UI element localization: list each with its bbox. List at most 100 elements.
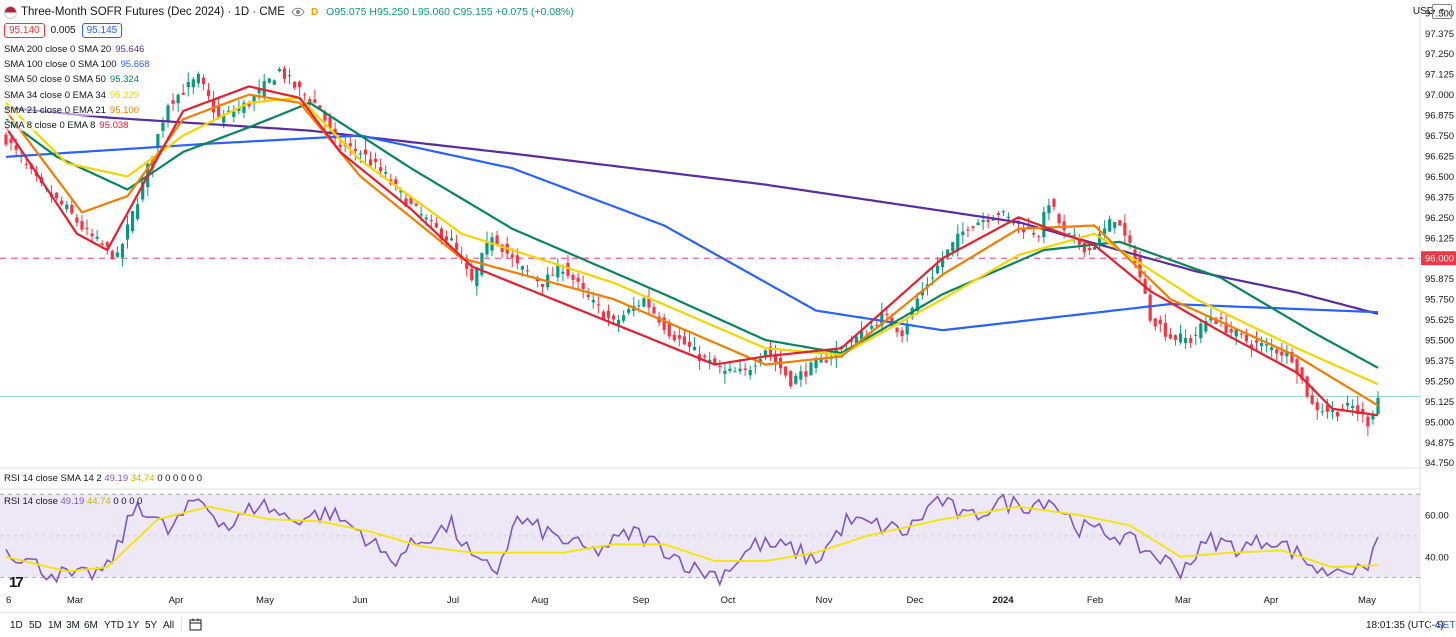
candle-body[interactable]	[217, 105, 221, 118]
candle-body[interactable]	[885, 313, 889, 316]
candle-body[interactable]	[247, 103, 251, 107]
candle-body[interactable]	[1320, 411, 1324, 413]
range-ytd-button[interactable]: YTD	[104, 620, 124, 631]
candle-body[interactable]	[500, 244, 504, 252]
candle-body[interactable]	[880, 311, 884, 326]
candle-body[interactable]	[1229, 329, 1233, 333]
candle-body[interactable]	[1280, 351, 1284, 356]
candle-body[interactable]	[282, 68, 287, 79]
candle-body[interactable]	[976, 222, 980, 226]
candle-body[interactable]	[1371, 413, 1375, 420]
candle-body[interactable]	[125, 224, 130, 240]
candle-body[interactable]	[232, 111, 236, 117]
candle-body[interactable]	[222, 114, 226, 123]
candle-body[interactable]	[394, 179, 398, 185]
candle-body[interactable]	[1057, 214, 1061, 224]
candle-body[interactable]	[1006, 216, 1011, 218]
candle-body[interactable]	[672, 334, 676, 341]
candle-body[interactable]	[601, 311, 606, 320]
candle-body[interactable]	[1351, 406, 1355, 408]
candle-body[interactable]	[773, 353, 778, 363]
candle-body[interactable]	[358, 153, 362, 155]
candle-body[interactable]	[753, 365, 757, 367]
candle-body[interactable]	[120, 243, 125, 258]
candle-body[interactable]	[292, 81, 297, 88]
candle-body[interactable]	[267, 78, 271, 83]
candle-body[interactable]	[176, 94, 180, 104]
candle-body[interactable]	[75, 217, 79, 223]
candle-body[interactable]	[1224, 322, 1228, 333]
candle-body[interactable]	[1234, 329, 1238, 337]
candle-body[interactable]	[1259, 343, 1264, 347]
candle-body[interactable]	[1310, 395, 1314, 404]
candle-body[interactable]	[136, 204, 140, 219]
candle-body[interactable]	[404, 198, 408, 207]
candle-body[interactable]	[85, 227, 89, 230]
candle-body[interactable]	[465, 263, 469, 269]
candle-body[interactable]	[55, 192, 59, 199]
candle-body[interactable]	[206, 90, 211, 97]
candle-body[interactable]	[748, 370, 752, 376]
candle-body[interactable]	[100, 243, 104, 245]
candle-body[interactable]	[510, 254, 514, 258]
candle-body[interactable]	[561, 271, 565, 274]
candle-body[interactable]	[1103, 228, 1107, 235]
candle-body[interactable]	[353, 148, 357, 151]
candle-body[interactable]	[1138, 257, 1142, 278]
candle-body[interactable]	[1072, 234, 1076, 236]
candle-body[interactable]	[434, 223, 438, 228]
candle-body[interactable]	[1113, 222, 1117, 228]
candle-body[interactable]	[191, 79, 195, 88]
candle-body[interactable]	[166, 105, 170, 122]
candle-body[interactable]	[946, 249, 950, 258]
candle-body[interactable]	[1067, 232, 1071, 234]
candle-body[interactable]	[591, 299, 595, 303]
candle-body[interactable]	[156, 133, 160, 148]
clock-timezone[interactable]: 18:01:35 (UTC-4)	[1366, 620, 1444, 631]
candle-body[interactable]	[161, 122, 165, 131]
sma-100-line[interactable]	[5, 134, 1379, 332]
candle-body[interactable]	[981, 220, 985, 222]
candle-body[interactable]	[925, 284, 930, 287]
candle-body[interactable]	[338, 144, 342, 148]
calendar-goto-icon[interactable]	[189, 618, 202, 631]
candle-body[interactable]	[662, 317, 666, 330]
candle-body[interactable]	[915, 298, 919, 311]
candle-body[interactable]	[115, 252, 119, 257]
range-3m-button[interactable]: 3M	[66, 620, 80, 631]
candle-body[interactable]	[1108, 219, 1112, 232]
candle-body[interactable]	[24, 164, 28, 166]
candle-body[interactable]	[313, 99, 317, 103]
range-1d-button[interactable]: 1D	[10, 620, 23, 631]
range-5y-button[interactable]: 5Y	[145, 620, 158, 631]
candle-body[interactable]	[956, 233, 960, 250]
candle-body[interactable]	[571, 274, 575, 280]
candle-body[interactable]	[566, 262, 570, 276]
candle-body[interactable]	[1128, 235, 1132, 243]
candle-body[interactable]	[252, 95, 256, 104]
candle-body[interactable]	[1097, 233, 1102, 243]
candle-body[interactable]	[429, 220, 433, 222]
candle-body[interactable]	[373, 158, 378, 162]
legend-row[interactable]: SMA 34 close 0 EMA 34 95.229	[4, 90, 139, 101]
candle-body[interactable]	[1194, 334, 1198, 336]
candle-body[interactable]	[257, 88, 261, 94]
candle-body[interactable]	[991, 218, 995, 221]
candle-body[interactable]	[1335, 411, 1340, 417]
candle-body[interactable]	[586, 294, 590, 297]
candle-body[interactable]	[1148, 294, 1152, 321]
candle-body[interactable]	[616, 320, 621, 325]
candle-body[interactable]	[677, 335, 681, 339]
candle-body[interactable]	[961, 231, 965, 236]
candle-body[interactable]	[515, 255, 519, 264]
candle-body[interactable]	[1199, 323, 1203, 339]
candle-body[interactable]	[713, 358, 717, 366]
candle-body[interactable]	[1158, 319, 1162, 325]
candle-body[interactable]	[733, 371, 737, 373]
legend-row[interactable]: SMA 200 close 0 SMA 20 95.646	[4, 44, 145, 55]
candle-body[interactable]	[1366, 416, 1370, 427]
candle-body[interactable]	[723, 370, 727, 374]
candle-body[interactable]	[1011, 221, 1016, 224]
candle-body[interactable]	[1305, 376, 1309, 397]
candle-body[interactable]	[475, 267, 479, 287]
